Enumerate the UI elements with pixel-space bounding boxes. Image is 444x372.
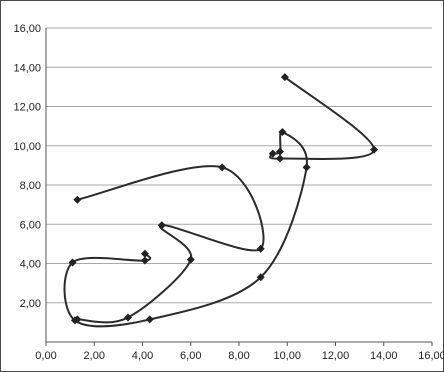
data-point-marker <box>278 128 287 137</box>
x-tick-label: 12,00 <box>322 350 350 362</box>
data-point-marker <box>186 255 195 264</box>
x-tick-label: 6,00 <box>180 350 201 362</box>
y-tick-label: 14,00 <box>13 62 41 74</box>
y-tick-label: 10,00 <box>13 141 41 153</box>
line-layer <box>63 76 376 328</box>
x-tick-label: 0,00 <box>35 350 56 362</box>
data-point-marker <box>280 73 289 82</box>
label-layer: 2,00 4,00 6,00 8,00 10,00 12,00 14,00 16,00 0,00… <box>13 23 444 362</box>
data-point-marker <box>73 195 82 204</box>
series-line <box>77 165 265 324</box>
data-point-marker <box>140 249 149 258</box>
y-tick-label: 8,00 <box>20 180 41 192</box>
x-tick-label: 2,00 <box>84 350 105 362</box>
grid-layer <box>46 27 432 304</box>
data-point-marker <box>268 149 277 158</box>
y-tick-label: 16,00 <box>13 23 41 35</box>
data-point-marker <box>73 315 82 324</box>
data-point-marker <box>276 154 285 163</box>
y-tick-label: 12,00 <box>13 102 41 114</box>
y-tick-label: 6,00 <box>20 219 41 231</box>
data-point-marker <box>145 315 154 324</box>
data-point-marker <box>276 147 285 156</box>
y-tick-label: 4,00 <box>20 259 41 271</box>
data-point-marker <box>218 163 227 172</box>
x-tick-label: 8,00 <box>228 350 249 362</box>
x-tick-label: 10,00 <box>273 350 301 362</box>
data-point-marker <box>157 221 166 230</box>
data-point-marker <box>370 145 379 154</box>
data-point-marker <box>256 273 265 282</box>
data-point-marker <box>124 313 133 322</box>
y-tick-label: 2,00 <box>20 298 41 310</box>
data-point-marker <box>140 256 149 265</box>
series-line <box>63 76 376 328</box>
data-point-marker <box>302 163 311 172</box>
x-tick-label: 4,00 <box>132 350 153 362</box>
marker-layer <box>68 73 379 325</box>
data-point-marker <box>68 258 77 267</box>
axis-layer <box>45 28 433 346</box>
data-point-marker <box>256 244 265 253</box>
x-tick-label: 16,00 <box>418 350 444 362</box>
x-tick-label: 14,00 <box>370 350 398 362</box>
